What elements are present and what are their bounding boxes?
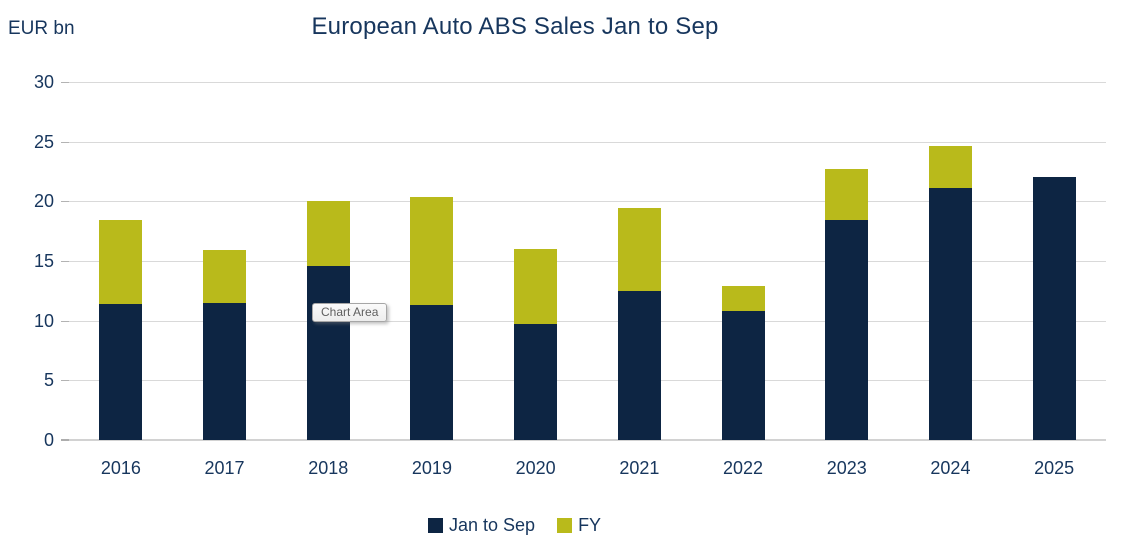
bar-segment-jan-to-sep-2025[interactable]	[1032, 177, 1076, 440]
y-axis-tick	[61, 380, 69, 382]
y-axis-tick-label: 25	[33, 131, 54, 152]
bar-segment-fy-2021[interactable]	[617, 208, 661, 291]
y-axis-tick	[61, 320, 69, 322]
legend-label: Jan to Sep	[449, 515, 536, 535]
y-axis-tick-label: 0	[43, 430, 54, 450]
y-axis-tick	[61, 439, 69, 441]
bar-segment-jan-to-sep-2022[interactable]	[721, 311, 765, 440]
y-axis-tick-label: 30	[33, 72, 54, 92]
bar-segment-fy-2018[interactable]	[306, 201, 350, 266]
x-axis-label-2021: 2021	[619, 458, 660, 478]
legend-label: FY	[578, 515, 602, 535]
x-axis-label-2019: 2019	[411, 458, 452, 478]
x-axis-label-2025: 2025	[1034, 458, 1075, 478]
x-axis-label-2018: 2018	[308, 458, 349, 478]
y-axis-tick	[61, 141, 69, 143]
x-axis-label-2022: 2022	[723, 458, 764, 478]
chart-area-tooltip: Chart Area	[312, 303, 388, 322]
chart-area-tooltip-text: Chart Area	[321, 305, 379, 319]
bar-segment-jan-to-sep-2017[interactable]	[203, 302, 247, 440]
y-axis-tick	[61, 201, 69, 203]
y-axis-tick-label: 10	[33, 310, 54, 331]
y-axis-tick	[61, 82, 69, 83]
bar-segment-fy-2017[interactable]	[203, 250, 247, 303]
bar-segment-fy-2020[interactable]	[514, 249, 558, 325]
y-axis-tick	[61, 261, 69, 262]
gridline	[69, 82, 1106, 83]
gridline	[69, 320, 1106, 322]
x-axis-line	[69, 439, 1106, 441]
x-axis-label-2016: 2016	[100, 458, 141, 478]
bar-segment-jan-to-sep-2020[interactable]	[514, 324, 558, 440]
legend-swatch-icon	[428, 517, 443, 533]
bar-segment-jan-to-sep-2018[interactable]	[306, 265, 350, 440]
y-axis-tick-label: 20	[33, 191, 54, 212]
legend-item-jan-to-sep[interactable]: Jan to Sep	[428, 515, 535, 535]
gridline	[69, 201, 1106, 203]
bar-segment-jan-to-sep-2016[interactable]	[99, 303, 143, 440]
bar-segment-fy-2019[interactable]	[410, 196, 454, 306]
y-axis-unit-label: EUR bn	[8, 18, 75, 39]
gridline	[69, 261, 1106, 262]
bar-segment-jan-to-sep-2023[interactable]	[825, 220, 869, 440]
legend-item-fy[interactable]: FY	[557, 515, 601, 535]
bar-segment-jan-to-sep-2024[interactable]	[928, 188, 972, 440]
legend-swatch-icon	[557, 517, 573, 533]
bar-segment-fy-2023[interactable]	[825, 169, 869, 221]
chart-title: European Auto ABS Sales Jan to Sep	[311, 13, 719, 40]
legend: Jan to Sep FY	[428, 515, 601, 535]
y-axis-tick-label: 5	[43, 370, 54, 391]
bar-segment-jan-to-sep-2021[interactable]	[617, 290, 661, 440]
bar-segment-jan-to-sep-2019[interactable]	[410, 305, 454, 440]
gridline	[69, 141, 1106, 143]
x-axis-label-2017: 2017	[204, 458, 245, 478]
bar-segment-fy-2024[interactable]	[928, 146, 972, 189]
x-axis-label-2020: 2020	[515, 458, 556, 478]
gridline	[69, 380, 1106, 382]
bar-segment-fy-2016[interactable]	[99, 220, 143, 304]
y-axis-tick-label: 15	[33, 251, 54, 271]
x-axis-label-2024: 2024	[930, 458, 971, 478]
x-axis-label-2023: 2023	[826, 458, 867, 478]
bar-segment-fy-2022[interactable]	[721, 286, 765, 312]
